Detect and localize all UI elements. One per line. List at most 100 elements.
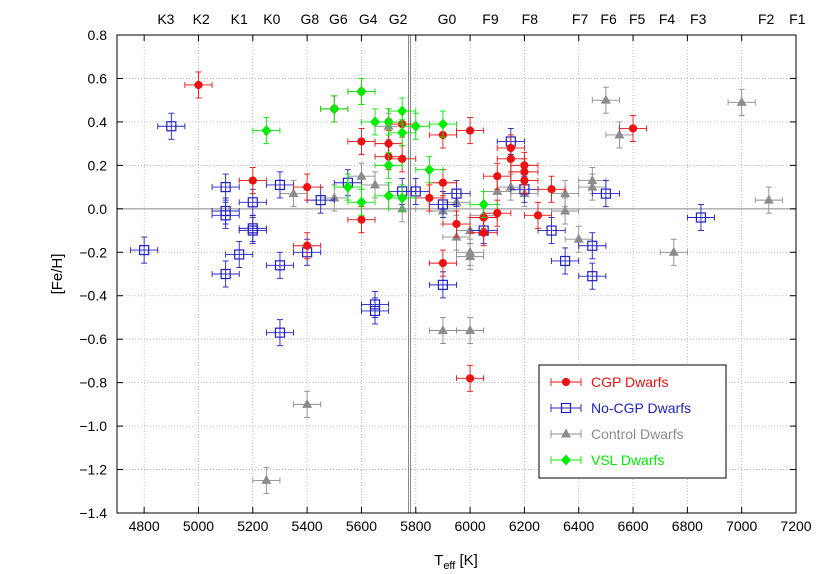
series-vsl-dwarfs [252, 78, 498, 218]
x-tick-label: 5600 [346, 518, 377, 534]
marker [437, 118, 448, 130]
y-axis: −1.4 −1.2 −1.0 −0.8 −0.6 −0.4 −0.2 0.0 0.2 0.4 0.6… [79, 27, 796, 521]
y-tick-label: −1.0 [79, 418, 107, 434]
legend-marker [560, 402, 572, 414]
spectral-type-label: K2 [193, 11, 210, 27]
marker [357, 137, 366, 146]
marker [397, 192, 408, 204]
marker [600, 188, 611, 199]
y-tick-label: −0.6 [79, 331, 107, 347]
marker [492, 185, 503, 195]
legend-label: No-CGP Dwarfs [591, 400, 691, 416]
marker [560, 205, 571, 215]
marker [437, 279, 449, 290]
spectral-type-label: F2 [758, 11, 775, 27]
y-tick-label: −0.2 [79, 244, 107, 260]
marker [451, 188, 462, 199]
marker [587, 271, 598, 282]
data-point [293, 173, 322, 201]
data-point [456, 117, 485, 145]
data-point [333, 173, 362, 201]
marker [438, 259, 448, 268]
legend-label: CGP Dwarfs [591, 374, 669, 390]
data-point [469, 219, 498, 247]
x-tick-label: 5200 [237, 518, 268, 534]
legend-label: Control Dwarfs [591, 426, 684, 442]
data-point [130, 236, 159, 264]
marker [383, 159, 394, 171]
data-point [265, 319, 294, 347]
marker [342, 181, 353, 193]
spectral-type-axis: K3 K2 K1 K0 G8 G6 G4 G2 G0 F9 F8 F7 F6 F5 F4 F3 F2 F1 [157, 11, 805, 27]
y-tick-label: −1.4 [79, 505, 107, 521]
marker [547, 185, 556, 194]
marker [261, 474, 272, 484]
y-tick-label: 0.8 [88, 27, 108, 43]
data-point [293, 390, 322, 418]
marker [465, 374, 475, 383]
marker [194, 80, 203, 90]
data-point [252, 117, 281, 145]
spectral-type-label: F3 [690, 11, 707, 27]
marker [397, 127, 408, 139]
x-tick-label: 6600 [617, 518, 648, 534]
legend-entry: Control Dwarfs [550, 426, 684, 442]
marker [369, 305, 381, 317]
marker [493, 209, 502, 218]
y-tick-label: 0.6 [88, 70, 108, 86]
data-point [374, 151, 403, 179]
x-axis-label-unit: [K] [455, 552, 478, 569]
marker [220, 210, 231, 221]
data-point [225, 240, 254, 268]
spectral-type-label: F8 [522, 11, 539, 27]
y-tick-label: −0.8 [79, 375, 107, 391]
y-tick-label: −1.2 [79, 462, 107, 478]
spectral-type-label: K1 [231, 11, 248, 27]
x-tick-label: 6200 [509, 518, 540, 534]
data-point [727, 88, 756, 116]
y-tick-label: −0.4 [79, 288, 107, 304]
data-point [211, 260, 240, 288]
legend-entry: VSL Dwarfs [550, 452, 664, 468]
x-tick-label: 6400 [563, 518, 594, 534]
data-point [388, 145, 417, 173]
data-point [347, 188, 376, 216]
marker [533, 211, 543, 220]
marker [424, 164, 435, 176]
marker [437, 324, 448, 334]
data-point [211, 201, 240, 229]
data-points [130, 71, 783, 494]
data-point [456, 364, 485, 392]
spectral-type-label: G8 [300, 11, 319, 27]
x-tick-label: 4800 [129, 518, 160, 534]
marker [560, 188, 571, 198]
marker [628, 124, 638, 133]
data-point [428, 169, 457, 197]
marker [479, 228, 488, 237]
data-point [347, 78, 376, 105]
marker [274, 327, 286, 338]
legend-marker [561, 377, 571, 387]
x-tick-label: 7000 [726, 518, 757, 534]
marker [302, 398, 313, 408]
marker [234, 249, 245, 260]
spectral-type-label: K3 [157, 11, 174, 27]
data-point [537, 175, 566, 203]
marker [383, 116, 394, 128]
x-tick-label: 6800 [672, 518, 703, 534]
marker [247, 197, 258, 208]
marker [465, 324, 476, 334]
marker [274, 260, 286, 271]
marker [465, 126, 475, 135]
marker [736, 96, 747, 106]
marker [261, 125, 272, 137]
marker [505, 181, 516, 191]
marker [452, 219, 461, 229]
data-point [211, 173, 240, 201]
marker [303, 182, 312, 192]
marker [614, 129, 625, 139]
x-tick-label: 6000 [455, 518, 486, 534]
x-axis: 4800 5000 5200 5400 5600 5800 6000 6200 6400 6600… [129, 35, 812, 534]
data-point [415, 184, 444, 212]
spectral-type-label: F7 [572, 11, 589, 27]
